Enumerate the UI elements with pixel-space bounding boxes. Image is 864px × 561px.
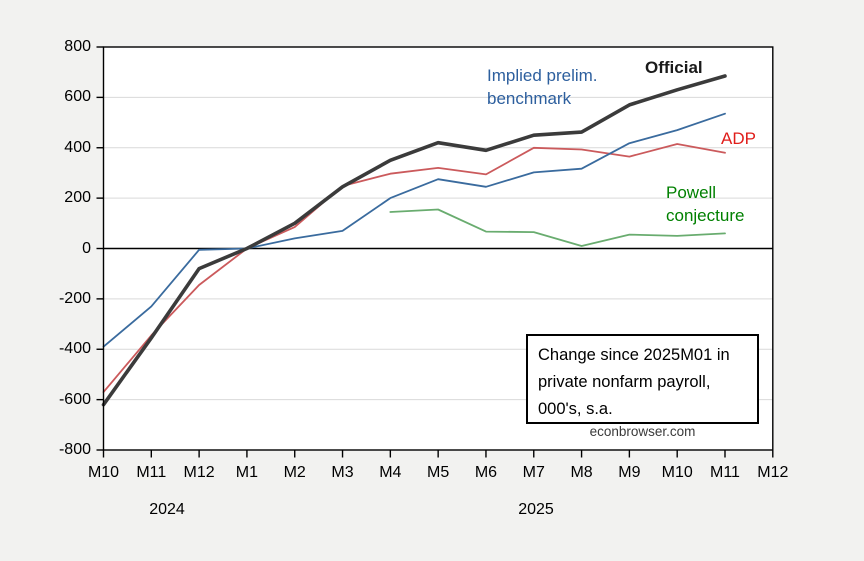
y-axis-tick-label: 400 bbox=[64, 138, 91, 156]
powell-label-line1: Powell bbox=[666, 183, 717, 202]
y-axis-tick-label: 600 bbox=[64, 88, 91, 106]
x-axis-tick-label: M11 bbox=[710, 464, 740, 481]
powell-label: Powell conjecture bbox=[666, 181, 744, 227]
series-line-implied-prelim-benchmark bbox=[102, 112, 726, 348]
x-axis-tick-label: M5 bbox=[427, 464, 450, 481]
title-line1: Change since 2025M01 in bbox=[538, 346, 730, 364]
year-label-2025: 2025 bbox=[518, 501, 554, 518]
x-axis-tick-label: M7 bbox=[522, 464, 545, 481]
y-axis-tick-label: -400 bbox=[58, 340, 91, 358]
x-axis-tick-label: M4 bbox=[379, 464, 402, 481]
powell-label-line2: conjecture bbox=[666, 206, 745, 225]
series-line-adp bbox=[102, 143, 726, 394]
x-axis-tick-label: M10 bbox=[661, 464, 693, 481]
series-line-official bbox=[101, 74, 727, 407]
benchmark-label: Implied prelim. benchmark bbox=[487, 64, 598, 110]
x-axis-tick-label: M8 bbox=[570, 464, 593, 481]
official-label: Official bbox=[645, 58, 703, 77]
benchmark-label-line2: benchmark bbox=[487, 89, 572, 108]
y-axis-tick-label: -600 bbox=[58, 390, 91, 408]
x-axis-tick-label: M11 bbox=[136, 464, 167, 481]
y-axis-tick-label: 200 bbox=[64, 189, 91, 207]
x-axis-tick-label: M12 bbox=[183, 464, 215, 481]
y-axis-tick-label: -200 bbox=[58, 289, 91, 307]
adp-label: ADP bbox=[721, 129, 756, 148]
year-label-2024: 2024 bbox=[149, 501, 185, 518]
x-axis-tick-label: M3 bbox=[331, 464, 354, 481]
x-axis-tick-label: M1 bbox=[235, 464, 259, 481]
y-axis-tick-label: 800 bbox=[64, 38, 91, 55]
watermark: econbrowser.com bbox=[589, 424, 696, 439]
y-axis-tick-label: 0 bbox=[82, 239, 91, 257]
x-axis-tick-label: M12 bbox=[757, 464, 789, 481]
y-axis-tick-label: -800 bbox=[58, 441, 91, 458]
x-axis-tick-label: M6 bbox=[474, 464, 498, 481]
x-axis-tick-label: M2 bbox=[283, 464, 306, 481]
chart-title-box: Change since 2025M01 in private nonfarm … bbox=[526, 334, 759, 424]
x-axis-tick-label: M9 bbox=[618, 464, 641, 481]
title-line3: 000's, s.a. bbox=[538, 400, 613, 418]
series-line-powell-conjecture bbox=[389, 208, 726, 247]
title-line2: private nonfarm payroll, bbox=[538, 373, 711, 391]
x-axis-tick-label: M10 bbox=[87, 464, 120, 481]
plot-border bbox=[102, 46, 774, 451]
benchmark-label-line1: Implied prelim. bbox=[487, 66, 598, 85]
